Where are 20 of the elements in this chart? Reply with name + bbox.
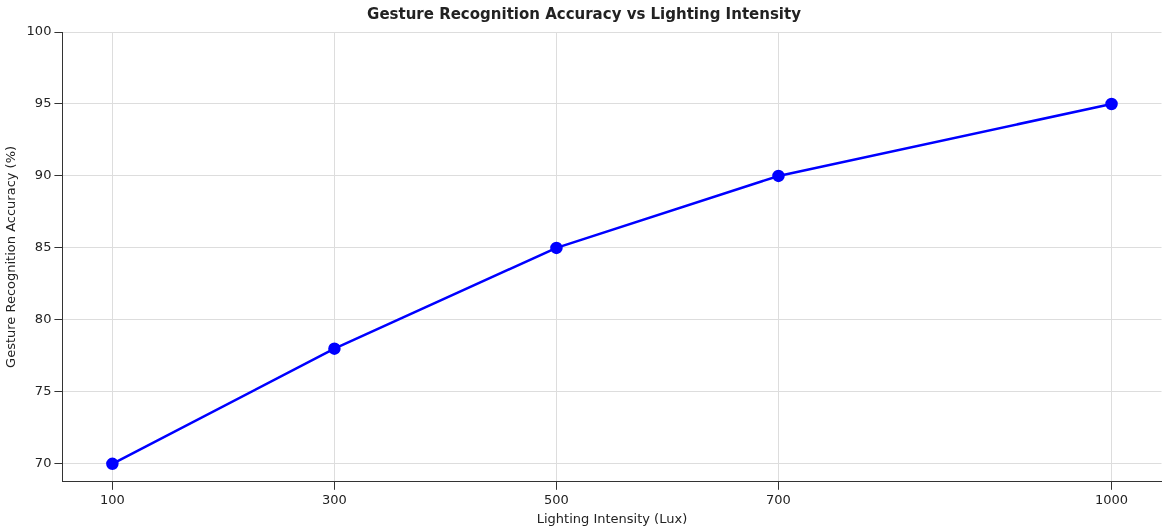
x-tick-label: 100 <box>99 491 125 507</box>
x-tick-label: 500 <box>544 491 569 507</box>
y-tick-label: 70 <box>34 455 52 471</box>
y-tick-label: 75 <box>34 383 52 399</box>
point <box>328 342 341 355</box>
point <box>1105 97 1118 111</box>
point <box>550 241 563 255</box>
y-tick-label: 80 <box>34 311 52 327</box>
y-tick-label: 90 <box>34 167 52 183</box>
y-axis-title: Gesture Recognition Accuracy (%) <box>3 145 19 368</box>
point <box>772 169 785 183</box>
chart-title: Gesture Recognition Accuracy vs Lighting Intensity <box>367 4 802 23</box>
y-tick-label: 100 <box>26 23 52 39</box>
x-tick-label: 700 <box>766 491 791 507</box>
x-tick-label: 1000 <box>1094 491 1129 507</box>
x-axis-title: Lighting Intensity (Lux) <box>536 510 688 526</box>
y-tick-label: 95 <box>34 95 52 111</box>
point <box>106 457 119 471</box>
x-tick-label: 300 <box>322 491 347 507</box>
y-tick-label: 85 <box>34 239 52 255</box>
